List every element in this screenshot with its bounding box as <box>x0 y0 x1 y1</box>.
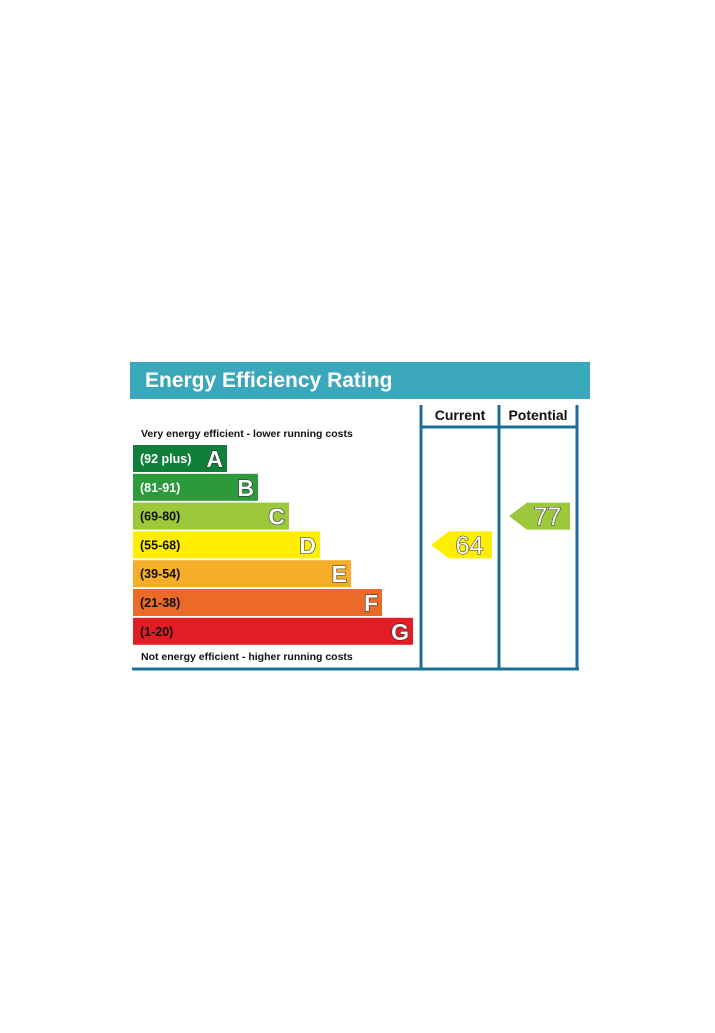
current-column-header: Current <box>435 407 486 423</box>
band-e-range: (39-54) <box>140 567 180 581</box>
table-frame <box>132 405 579 671</box>
potential-rating-value: 77 <box>534 503 562 531</box>
band-d: (55-68) D <box>133 531 320 559</box>
band-a-range: (92 plus) <box>140 452 191 466</box>
band-c-bar <box>133 502 289 530</box>
band-c: (69-80) C <box>133 502 289 530</box>
band-c-range: (69-80) <box>140 510 180 524</box>
chart-title: Energy Efficiency Rating <box>145 369 392 392</box>
band-d-letter: D <box>299 532 316 558</box>
band-f-bar <box>133 589 382 616</box>
band-b-range: (81-91) <box>140 481 180 495</box>
potential-rating-arrow <box>509 502 570 530</box>
band-a: (92 plus) A <box>133 445 227 473</box>
rating-markers: 64 77 <box>431 503 570 560</box>
title-bar <box>130 362 590 399</box>
current-rating: 64 <box>431 531 492 560</box>
band-g: (1-20) G <box>133 617 413 645</box>
bottom-note: Not energy efficient - higher running co… <box>141 651 353 663</box>
band-a-letter: A <box>206 446 223 472</box>
band-b: (81-91) B <box>133 473 258 501</box>
band-e-bar <box>133 560 351 588</box>
band-d-range: (55-68) <box>140 538 180 552</box>
top-note: Very energy efficient - lower running co… <box>141 428 353 440</box>
current-rating-value: 64 <box>456 532 484 560</box>
band-a-bar <box>133 445 227 472</box>
band-d-bar <box>133 531 320 559</box>
band-e: (39-54) E <box>133 560 351 588</box>
band-f-range: (21-38) <box>140 596 180 610</box>
potential-column-header: Potential <box>508 407 567 423</box>
potential-rating: 77 <box>509 502 570 532</box>
band-g-range: (1-20) <box>140 625 173 639</box>
band-f-letter: F <box>364 590 378 616</box>
current-rating-arrow <box>431 531 492 559</box>
band-g-letter: G <box>391 619 409 645</box>
band-g-bar <box>133 617 413 645</box>
rating-bands: (92 plus) A(81-91) B(69-80) C(55-68) D(39-54… <box>133 445 413 645</box>
band-e-letter: E <box>332 561 347 587</box>
band-f: (21-38) F <box>133 589 382 617</box>
band-c-letter: C <box>268 504 285 530</box>
band-b-letter: B <box>237 475 254 501</box>
band-b-bar <box>133 473 258 501</box>
